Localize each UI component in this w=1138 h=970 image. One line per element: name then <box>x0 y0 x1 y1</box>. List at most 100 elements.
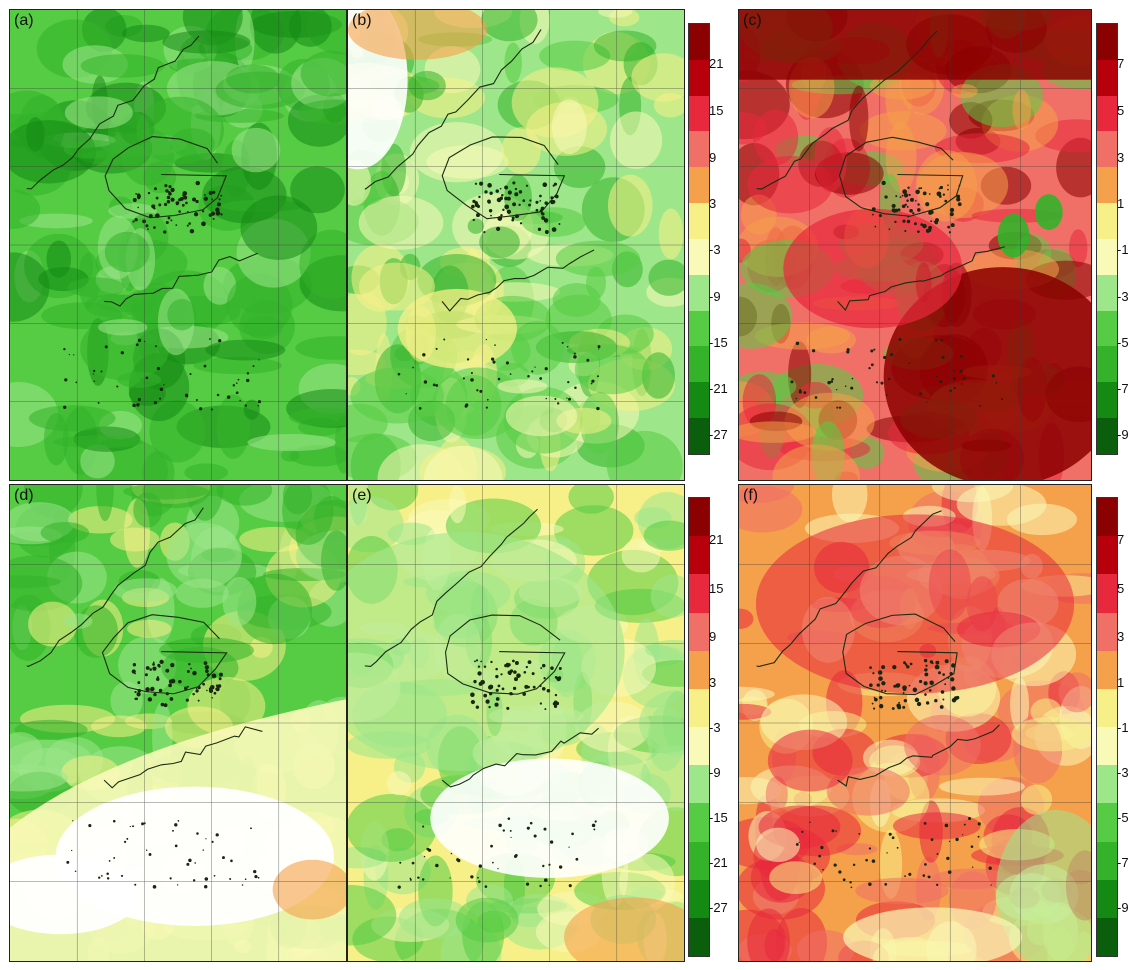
tick-label: 9 <box>709 629 717 644</box>
tick-label: -27 <box>709 900 728 915</box>
tick-label: -7 <box>1117 381 1129 396</box>
map-panel-d: (d) <box>9 484 347 962</box>
tick-label: -5 <box>1117 335 1129 350</box>
colorbar-segment <box>689 95 709 132</box>
colorbar-segment <box>689 167 709 204</box>
tick-label: 3 <box>709 196 717 211</box>
colorbar-segment <box>1097 203 1117 239</box>
tick-label: 7 <box>1117 532 1125 547</box>
colorbar-segment <box>1097 167 1117 204</box>
colorbar-segment <box>1097 24 1117 60</box>
colorbar-segment <box>1097 131 1117 168</box>
colorbar-segment <box>689 536 709 575</box>
tick-label: -15 <box>709 810 728 825</box>
panel-label-f: (f) <box>743 487 759 504</box>
colorbar-segment <box>689 24 709 60</box>
colorbar-segment <box>689 727 709 766</box>
colorbar-segment <box>689 346 709 383</box>
colorbar-segment <box>689 765 709 804</box>
tick-label: 5 <box>1117 581 1125 596</box>
colorbar-segment <box>689 612 709 651</box>
colorbar-segment <box>689 418 709 454</box>
colorbar-segment <box>689 841 709 880</box>
colorbar-segment <box>689 310 709 347</box>
tick-label: -5 <box>1117 810 1129 825</box>
colorbar-segment <box>1097 650 1117 689</box>
tick-label: -1 <box>1117 720 1129 735</box>
colorbar-segment <box>1097 727 1117 766</box>
colorbar-segment <box>689 59 709 96</box>
map-panel-f: (f) <box>738 484 1092 962</box>
tick-label: 15 <box>709 581 724 596</box>
panel-label-b: (b) <box>352 12 372 29</box>
tick-label: 7 <box>1117 56 1125 71</box>
tick-label: -27 <box>709 427 728 442</box>
tick-label: -3 <box>709 242 721 257</box>
tick-label: 21 <box>709 56 724 71</box>
colorbar-top-right <box>1096 23 1118 455</box>
colorbar-segment <box>1097 917 1117 957</box>
colorbar-segment <box>689 498 709 537</box>
colorbar-segment <box>689 382 709 419</box>
tick-label: 3 <box>709 675 717 690</box>
tick-label: -1 <box>1117 242 1129 257</box>
colorbar-segment <box>689 131 709 168</box>
tick-label: -9 <box>1117 900 1129 915</box>
colorbar-segment <box>1097 382 1117 419</box>
colorbar-segment <box>689 274 709 311</box>
colorbar-bottom-left <box>688 497 710 957</box>
colorbar-segment <box>1097 803 1117 842</box>
colorbar-segment <box>1097 346 1117 383</box>
colorbar-segment <box>1097 238 1117 275</box>
tick-label: -15 <box>709 335 728 350</box>
tick-label: 3 <box>1117 629 1125 644</box>
tick-label: -7 <box>1117 855 1129 870</box>
tick-label: -3 <box>1117 765 1129 780</box>
tick-label: -9 <box>709 289 721 304</box>
map-panel-c: (c) <box>738 9 1092 481</box>
colorbar-segment <box>1097 574 1117 613</box>
colorbar-segment <box>689 803 709 842</box>
colorbar-segment <box>689 203 709 239</box>
colorbar-bottom-right <box>1096 497 1118 957</box>
colorbar-top-left <box>688 23 710 455</box>
panel-label-d: (d) <box>14 487 34 504</box>
colorbar-segment <box>689 879 709 918</box>
map-e <box>348 485 684 961</box>
tick-label: 1 <box>1117 196 1125 211</box>
map-panel-e: (e) <box>347 484 685 962</box>
panel-label-a: (a) <box>14 12 34 29</box>
tick-label: -3 <box>709 720 721 735</box>
tick-label: 15 <box>709 103 724 118</box>
colorbar-segment <box>1097 59 1117 96</box>
colorbar-segment <box>1097 879 1117 918</box>
tick-label: -9 <box>1117 427 1129 442</box>
map-b <box>348 10 684 480</box>
tick-label: 1 <box>1117 675 1125 690</box>
colorbar-segment <box>1097 310 1117 347</box>
panel-label-c: (c) <box>743 12 762 29</box>
tick-label: 3 <box>1117 150 1125 165</box>
map-panel-a: (a) <box>9 9 347 481</box>
map-c <box>739 10 1091 480</box>
map-d <box>10 485 346 961</box>
tick-label: -21 <box>709 381 728 396</box>
map-a <box>10 10 346 480</box>
tick-label: 21 <box>709 532 724 547</box>
colorbar-segment <box>689 650 709 689</box>
colorbar-segment <box>689 238 709 275</box>
tick-label: -9 <box>709 765 721 780</box>
colorbar-segment <box>1097 418 1117 454</box>
map-f <box>739 485 1091 961</box>
colorbar-segment <box>1097 612 1117 651</box>
colorbar-segment <box>689 574 709 613</box>
colorbar-segment <box>1097 765 1117 804</box>
panel-label-e: (e) <box>352 487 372 504</box>
colorbar-segment <box>1097 688 1117 728</box>
colorbar-segment <box>1097 536 1117 575</box>
colorbar-segment <box>1097 95 1117 132</box>
colorbar-segment <box>689 688 709 728</box>
tick-label: 9 <box>709 150 717 165</box>
colorbar-segment <box>1097 841 1117 880</box>
colorbar-segment <box>1097 498 1117 537</box>
